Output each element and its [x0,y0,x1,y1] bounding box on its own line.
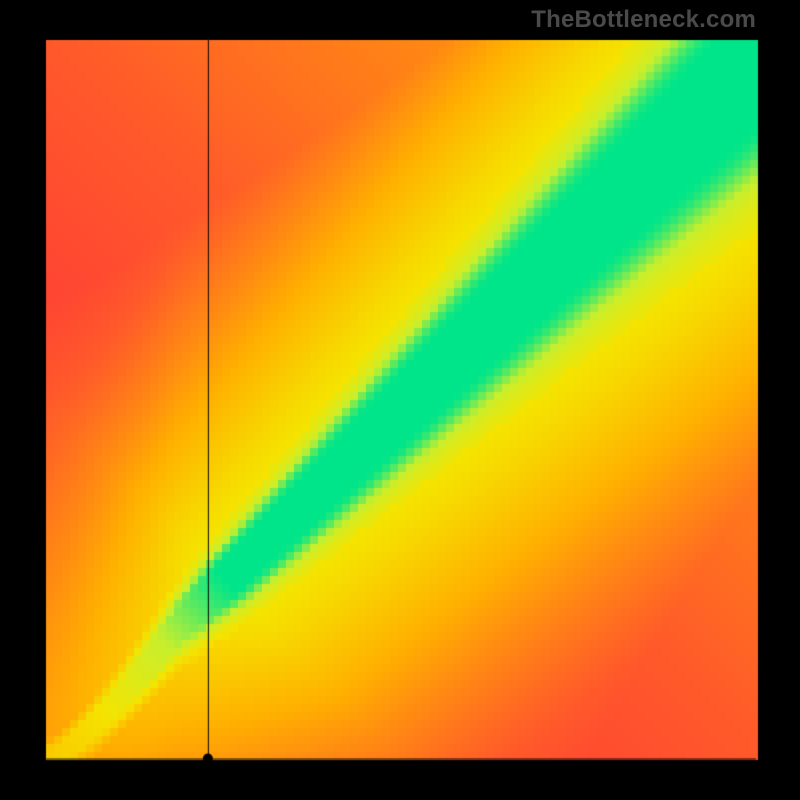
heatmap-canvas [0,0,800,800]
chart-container: TheBottleneck.com [0,0,800,800]
watermark-text: TheBottleneck.com [531,6,756,34]
